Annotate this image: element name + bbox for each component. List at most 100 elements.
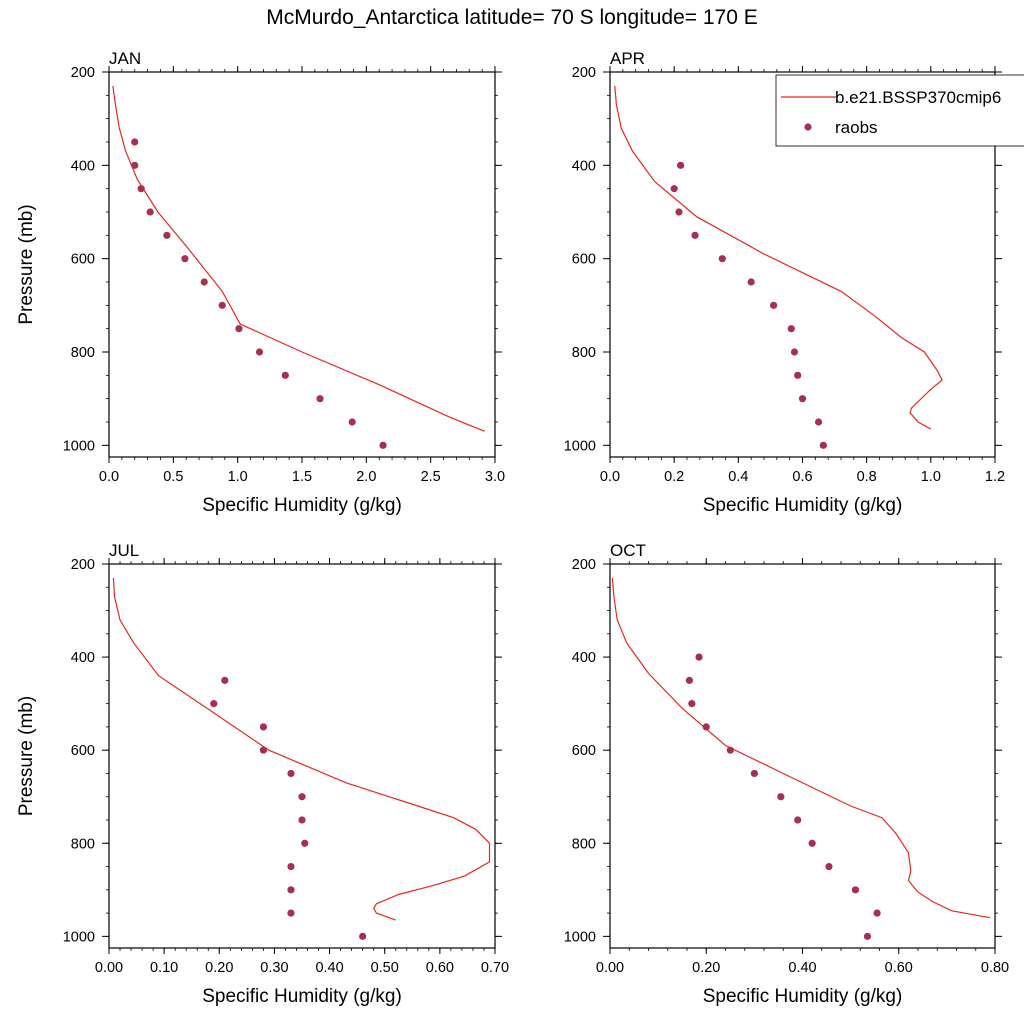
y-tick-label: 400: [572, 158, 596, 174]
raobs-point: [287, 886, 295, 894]
model-series-line: [611, 577, 991, 919]
y-axis-label: Pressure (mb): [16, 204, 37, 324]
y-tick-label: 800: [572, 836, 596, 852]
x-tick-label: 0.40: [315, 960, 343, 976]
panel-label: JUL: [109, 541, 139, 560]
raobs-point: [873, 909, 881, 917]
raobs-point: [688, 700, 696, 708]
raobs-point: [137, 185, 145, 193]
raobs-point: [379, 441, 387, 449]
raobs-point: [825, 862, 833, 871]
raobs-point: [259, 723, 267, 731]
legend-box: [775, 74, 1024, 147]
raobs-point: [146, 208, 154, 216]
raobs-point: [131, 161, 139, 169]
y-tick-label: 400: [572, 650, 596, 666]
raobs-point: [235, 325, 243, 333]
panel-oct: OCT 0.00 0.20 0.40 0.60 0.80 200 400 600 800 1000 S…: [564, 541, 1009, 1007]
raobs-point: [851, 886, 860, 894]
panel-label: JAN: [109, 49, 141, 68]
raobs-point: [281, 371, 289, 379]
raobs-point: [163, 231, 171, 239]
raobs-point: [726, 746, 734, 754]
raobs-point: [770, 301, 778, 309]
y-tick-label: 200: [71, 65, 95, 81]
y-tick-label: 400: [71, 650, 95, 666]
raobs-point: [794, 371, 802, 379]
x-tick-label: 0.60: [426, 960, 454, 976]
raobs-point: [255, 348, 264, 356]
raobs-point: [131, 138, 139, 146]
x-tick-label: 0.60: [885, 960, 913, 976]
raobs-point: [210, 700, 218, 708]
raobs-point: [814, 418, 823, 426]
x-tick-label: 0.10: [150, 960, 178, 976]
x-tick-label: 0.70: [481, 960, 509, 976]
plot-frame: [108, 71, 496, 458]
y-tick-label: 200: [71, 557, 95, 573]
x-axis-label: Specific Humidity (g/kg): [703, 495, 903, 516]
x-tick-label: 0.0: [600, 469, 620, 485]
raobs-point: [181, 255, 189, 263]
y-axis-label: Pressure (mb): [16, 696, 37, 816]
panel-jan: JAN 0.0 0.5 1.0 1.5 2.0 2.5 3.0 200 400 600 800 1000…: [16, 49, 505, 516]
legend-obs-swatch: [804, 123, 812, 131]
raobs-point: [676, 161, 685, 169]
x-tick-label: 0.30: [260, 960, 288, 976]
x-tick-label: 0.2: [664, 469, 684, 485]
y-tick-label: 600: [572, 743, 596, 759]
x-tick-label: 0.20: [692, 960, 720, 976]
y-tick-label: 600: [572, 252, 596, 268]
raobs-point: [316, 395, 324, 403]
raobs-point: [675, 208, 683, 216]
x-tick-label: 1.5: [292, 469, 312, 485]
raobs-point: [298, 816, 306, 824]
y-tick-label: 200: [572, 65, 596, 81]
raobs-point: [670, 185, 678, 193]
raobs-point: [747, 278, 755, 286]
x-tick-label: 3.0: [485, 469, 505, 485]
panel-label: OCT: [610, 541, 646, 560]
panel-apr: APR 0.0 0.2 0.4 0.6 0.8 1.0 1.2 200 400 600 800 1000…: [564, 49, 1005, 516]
y-tick-label: 1000: [63, 438, 95, 454]
y-tick-label: 400: [71, 158, 95, 174]
x-tick-label: 0.4: [728, 469, 748, 485]
model-series-line: [614, 85, 943, 430]
y-tick-label: 600: [71, 252, 95, 268]
plot-frame: [108, 563, 496, 949]
raobs-point: [695, 653, 703, 661]
y-tick-label: 600: [71, 743, 95, 759]
raobs-point: [819, 441, 827, 449]
x-tick-label: 0.0: [99, 469, 119, 485]
y-tick-label: 800: [71, 836, 95, 852]
raobs-point: [218, 301, 226, 309]
raobs-point: [702, 723, 710, 731]
raobs-point: [718, 255, 726, 263]
x-tick-label: 0.5: [163, 469, 183, 485]
x-tick-label: 0.80: [981, 960, 1009, 976]
raobs-point: [221, 676, 229, 684]
x-tick-label: 0.50: [371, 960, 399, 976]
x-axis-label: Specific Humidity (g/kg): [202, 495, 402, 516]
raobs-point: [798, 395, 807, 403]
raobs-point: [787, 325, 795, 333]
raobs-point: [259, 746, 267, 754]
raobs-point: [298, 793, 306, 801]
raobs-point: [348, 418, 356, 426]
y-tick-label: 800: [572, 345, 596, 361]
raobs-point: [808, 839, 816, 847]
raobs-point: [685, 676, 694, 684]
y-tick-label: 800: [71, 345, 95, 361]
legend-model-label: b.e21.BSSP370cmip6: [835, 88, 1001, 107]
raobs-point: [863, 932, 872, 940]
raobs-point: [287, 862, 295, 871]
raobs-point: [794, 816, 802, 824]
y-tick-label: 1000: [564, 929, 596, 945]
x-tick-label: 1.0: [921, 469, 941, 485]
y-tick-label: 200: [572, 557, 596, 573]
model-series-line: [112, 577, 491, 921]
raobs-point: [359, 932, 367, 940]
x-tick-label: 1.2: [985, 469, 1005, 485]
x-tick-label: 0.00: [596, 960, 624, 976]
figure-title: McMurdo_Antarctica latitude= 70 S longit…: [266, 6, 758, 29]
